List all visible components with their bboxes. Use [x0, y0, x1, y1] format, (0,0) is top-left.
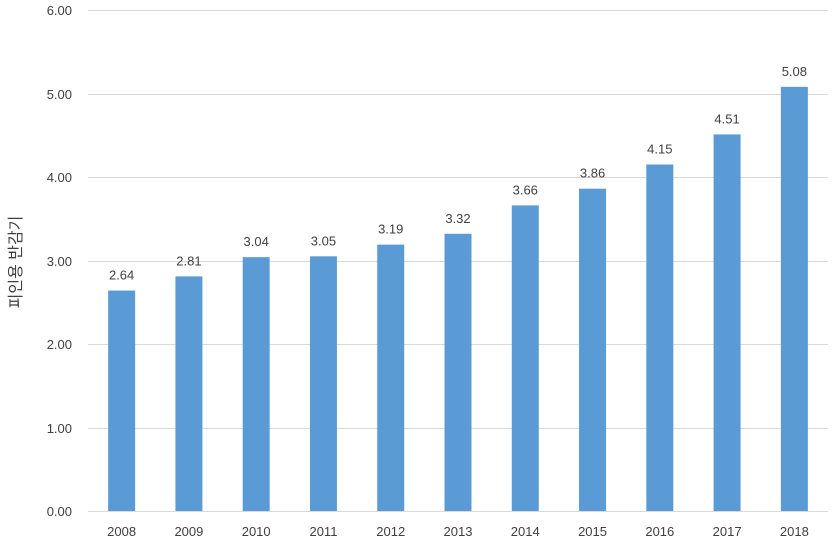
- y-tick-label: 6.00: [47, 3, 72, 18]
- y-tick-label: 5.00: [47, 87, 72, 102]
- y-tick-label: 4.00: [47, 170, 72, 185]
- x-tick-label: 2015: [578, 524, 607, 539]
- bar: [511, 205, 539, 511]
- data-label: 3.05: [311, 233, 336, 248]
- y-tick-label: 1.00: [47, 421, 72, 436]
- bar: [713, 134, 741, 512]
- x-tick-label: 2018: [780, 524, 809, 539]
- data-labels: 2.64 2.81 3.04 3.05 3.19 3.32 3.66 3.86 4.15 4.51…: [109, 64, 807, 283]
- y-tick-label: 3.00: [47, 254, 72, 269]
- y-tick-label: 2.00: [47, 337, 72, 352]
- bars: [108, 86, 808, 512]
- bar: [444, 233, 472, 511]
- y-tick-label: 0.00: [47, 504, 72, 519]
- bar: [646, 164, 674, 511]
- x-tick-label: 2014: [511, 524, 540, 539]
- x-tick-label: 2011: [309, 524, 337, 539]
- data-label: 3.04: [244, 234, 269, 249]
- data-label: 2.81: [176, 253, 201, 268]
- y-axis-title: 피인용 반감기: [7, 216, 25, 309]
- data-label: 2.64: [109, 268, 134, 283]
- x-tick-labels: 2008 2009 2010 2011 2012 2013 2014 2015 2016 2017…: [107, 524, 809, 539]
- x-tick-label: 2008: [107, 524, 136, 539]
- x-tick-label: 2016: [645, 524, 674, 539]
- x-tick-label: 2017: [713, 524, 742, 539]
- bar: [175, 276, 203, 511]
- data-label: 3.32: [445, 211, 470, 226]
- data-label: 3.66: [513, 182, 538, 197]
- y-tick-labels: 0.00 1.00 2.00 3.00 4.00 5.00 6.00: [47, 3, 72, 519]
- data-label: 4.15: [647, 141, 672, 156]
- x-tick-label: 2010: [242, 524, 271, 539]
- data-label: 3.86: [580, 166, 605, 181]
- data-label: 4.51: [714, 111, 739, 126]
- x-tick-label: 2013: [444, 524, 473, 539]
- bar: [108, 290, 136, 511]
- data-label: 3.19: [378, 222, 403, 237]
- x-tick-label: 2009: [174, 524, 203, 539]
- bar: [242, 257, 270, 511]
- data-label: 5.08: [782, 64, 807, 79]
- x-tick-label: 2012: [376, 524, 405, 539]
- bar: [780, 86, 808, 511]
- bar: [309, 256, 337, 511]
- bar: [579, 188, 607, 511]
- bar: [377, 244, 405, 511]
